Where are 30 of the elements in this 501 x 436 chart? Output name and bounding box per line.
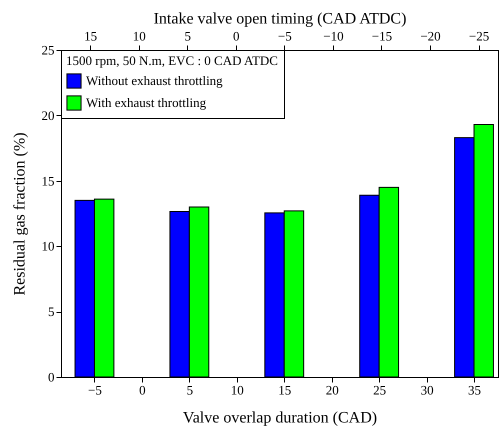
y-tick-label: 5	[48, 304, 54, 320]
legend-label: Without exhaust throttling	[86, 73, 224, 88]
y-tick-label: 15	[42, 173, 54, 188]
legend-title: 1500 rpm, 50 N.m, EVC : 0 CAD ATDC	[66, 53, 278, 68]
x-tick-label: −5	[88, 382, 102, 398]
x2-tick-label: −25	[468, 28, 490, 44]
x-tick-label: 10	[230, 382, 244, 398]
x2-tick-label: −15	[372, 28, 392, 44]
x2-tick-label: −5	[278, 28, 292, 44]
y-tick-label: 10	[42, 238, 54, 254]
x-tick-label: 35	[468, 382, 482, 398]
x2-tick-label: 0	[233, 28, 240, 44]
legend-label: With exhaust throttling	[86, 95, 207, 110]
y-tick-label: 20	[42, 108, 54, 123]
y-tick-label: 25	[42, 42, 54, 58]
x2-tick-label: 15	[84, 28, 98, 44]
x-tick-label: 5	[186, 382, 194, 398]
x2-tick-label: 5	[184, 28, 191, 44]
x2-tick-label: 10	[132, 28, 146, 44]
x-tick-label: 0	[139, 382, 146, 398]
x-tick-label: 25	[373, 382, 386, 398]
x-tick-label: 20	[326, 382, 339, 398]
x2-axis-title: Intake valve open timing (CAD ATDC)	[154, 10, 406, 28]
x-tick-label: 15	[278, 382, 292, 398]
x-tick-label: 30	[420, 382, 434, 398]
x-axis-title: Valve overlap duration (CAD)	[182, 410, 378, 426]
x2-tick-label: −10	[323, 28, 344, 44]
y-tick-label: 0	[48, 370, 54, 384]
x2-tick-label: −20	[420, 28, 441, 44]
y-axis-title: Residual gas fraction (%)	[12, 132, 28, 296]
